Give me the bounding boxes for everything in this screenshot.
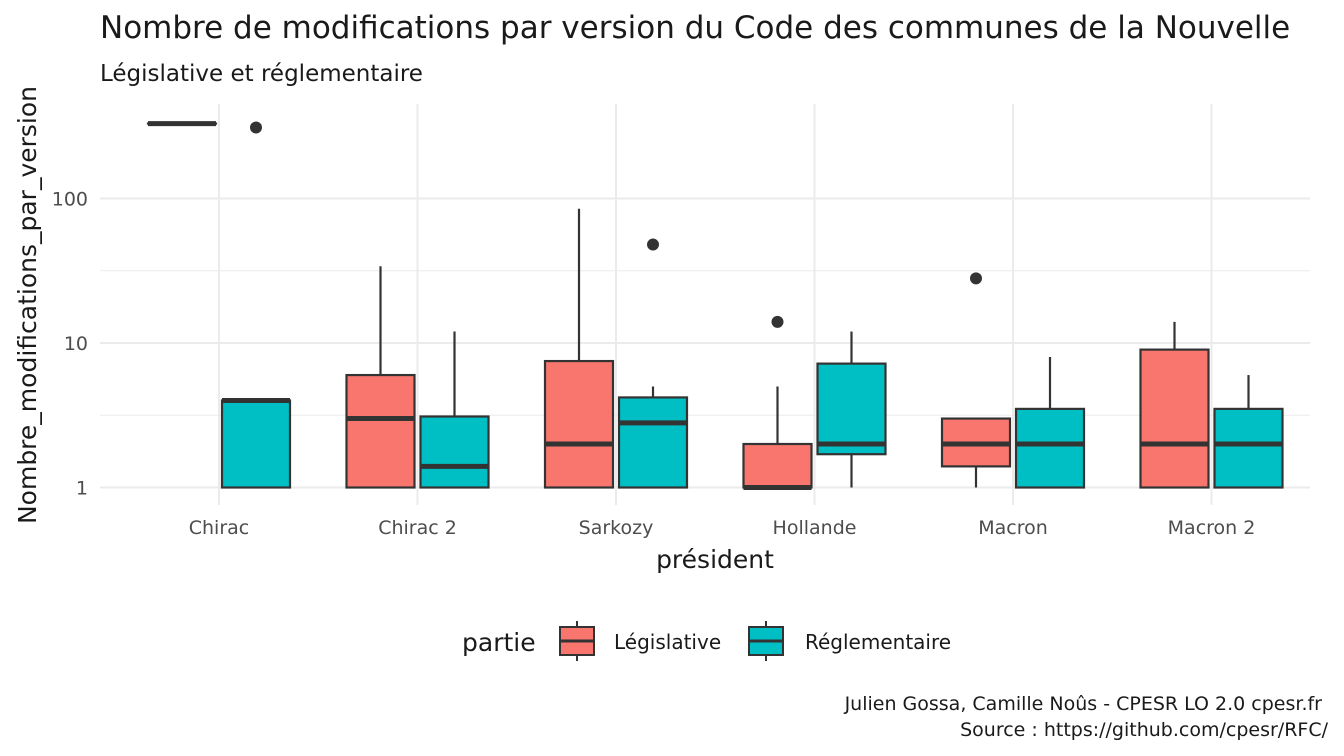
chart-title: Nombre de modifications par version du C… <box>100 10 1290 46</box>
box <box>419 415 490 489</box>
box <box>816 362 887 456</box>
box <box>617 396 689 489</box>
y-tick-label: 10 <box>64 333 88 355</box>
x-tick-label: Macron 2 <box>1168 517 1256 539</box>
chart-subtitle: Législative et réglementaire <box>100 61 423 87</box>
legend-label: Législative <box>614 630 721 654</box>
x-tick-label: Hollande <box>773 517 857 539</box>
caption-line-1: Julien Gossa, Camille Noûs - CPESR LO 2.… <box>844 693 1323 715</box>
grid-lines <box>100 104 1310 505</box>
x-tick-label: Sarkozy <box>579 517 654 539</box>
x-axis-title: président <box>656 545 774 574</box>
outlier-point <box>647 238 659 251</box>
box <box>1139 348 1210 489</box>
box <box>543 359 615 489</box>
caption-line-2: Source : https://github.com/cpesr/RFC/ <box>960 719 1329 741</box>
box-Réglementaire-Macron 2 <box>1213 375 1284 489</box>
box <box>1213 407 1284 489</box>
legend: partie Législative Réglementaire <box>462 621 951 661</box>
y-tick-label: 1 <box>76 478 88 500</box>
outlier-point <box>970 272 982 285</box>
y-axis-title: Nombre_modifications_par_version <box>13 86 42 524</box>
legend-key-Législative <box>559 621 595 661</box>
box-Réglementaire-Sarkozy <box>617 238 689 489</box>
y-tick-label: 100 <box>52 189 88 211</box>
x-tick-label: Chirac <box>189 517 250 539</box>
axis-ticks: 1 10 100 Chirac Chirac 2 Sarkozy Hollande Macro… <box>52 189 1256 540</box>
box <box>220 399 292 489</box>
box-Réglementaire-Hollande <box>816 331 887 488</box>
x-tick-label: Chirac 2 <box>378 517 457 539</box>
box <box>345 373 416 489</box>
box-Législative-Hollande <box>742 315 813 490</box>
box-Réglementaire-Chirac <box>220 121 292 489</box>
legend-title: partie <box>462 628 536 657</box>
box-Législative-Chirac 2 <box>345 266 416 489</box>
box-Réglementaire-Chirac 2 <box>419 331 490 489</box>
legend-label: Réglementaire <box>805 630 951 654</box>
box-Législative-Sarkozy <box>543 208 615 489</box>
box-Législative-Macron 2 <box>1139 321 1210 489</box>
legend-key-Réglementaire <box>748 621 784 661</box>
outlier-point <box>250 121 262 134</box>
box-Réglementaire-Macron <box>1014 357 1086 489</box>
plot-area <box>146 121 1284 490</box>
box-Législative-Macron <box>940 272 1012 488</box>
outlier-point <box>771 315 784 328</box>
x-tick-label: Macron <box>978 517 1048 539</box>
box <box>1014 407 1086 489</box>
box <box>742 442 813 489</box>
